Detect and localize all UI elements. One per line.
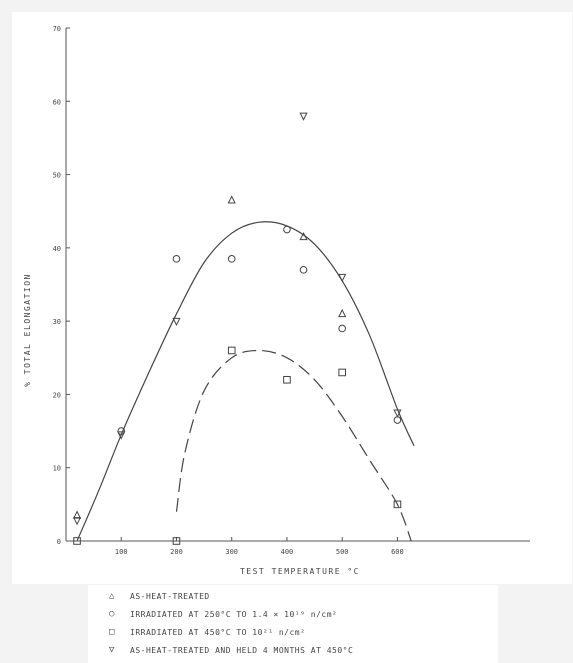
legend: △ AS-HEAT-TREATED ○ IRRADIATED AT 250°C … bbox=[88, 585, 498, 663]
triangle-down-marker bbox=[338, 273, 347, 283]
triangle-up-marker bbox=[299, 231, 308, 241]
circle-marker bbox=[299, 266, 308, 274]
triangle-up-marker bbox=[227, 195, 236, 204]
y-tick-label: 60 bbox=[53, 98, 61, 106]
legend-item: ○ IRRADIATED AT 250°C TO 1.4 × 10¹⁹ n/cm… bbox=[102, 607, 337, 621]
triangle-up-icon: △ bbox=[109, 591, 115, 601]
circle-marker bbox=[338, 324, 346, 333]
circle-marker bbox=[283, 225, 291, 234]
legend-label: IRRADIATED AT 250°C TO 1.4 × 10¹⁹ n/cm² bbox=[130, 609, 338, 619]
y-tick-label: 20 bbox=[53, 391, 61, 399]
triangle-down-icon: ▽ bbox=[109, 645, 115, 655]
legend-label: AS-HEAT-TREATED bbox=[130, 591, 210, 601]
x-tick-label: 400 bbox=[281, 548, 294, 556]
legend-item: ▽ AS-HEAT-TREATED AND HELD 4 MONTHS AT 4… bbox=[102, 643, 353, 657]
triangle-up-marker bbox=[338, 308, 347, 318]
legend-item: □ IRRADIATED AT 450°C TO 10²¹ n/cm² bbox=[102, 625, 305, 639]
y-tick-label: 10 bbox=[53, 465, 61, 473]
triangle-down-marker bbox=[172, 317, 181, 327]
square-marker bbox=[393, 500, 402, 509]
square-marker bbox=[73, 537, 81, 545]
circle-marker bbox=[117, 427, 126, 435]
legend-item: △ AS-HEAT-TREATED bbox=[102, 589, 210, 603]
circle-marker bbox=[227, 255, 236, 263]
x-tick-label: 200 bbox=[170, 548, 183, 556]
square-icon: □ bbox=[109, 627, 115, 637]
triangle-down-marker bbox=[299, 112, 308, 121]
x-axis-label: TEST TEMPERATURE °C bbox=[240, 567, 360, 576]
circle-marker bbox=[172, 255, 181, 263]
y-tick-label: 30 bbox=[53, 318, 61, 326]
y-tick-label: 0 bbox=[57, 538, 61, 546]
x-tick-label: 500 bbox=[336, 548, 349, 556]
y-tick-label: 70 bbox=[53, 25, 61, 33]
square-marker bbox=[172, 537, 181, 545]
triangle-down-marker bbox=[393, 409, 402, 418]
y-tick-label: 50 bbox=[53, 172, 61, 180]
axes: 0 10 20 30 40 50 60 70 100 200 300 400 500 600 bbox=[53, 25, 530, 556]
circle-icon: ○ bbox=[109, 609, 115, 619]
y-axis-label: % TOTAL ELONGATION bbox=[23, 273, 32, 387]
dashed-curve bbox=[175, 349, 412, 542]
x-tick-label: 100 bbox=[115, 548, 128, 556]
triangle-down-marker bbox=[117, 431, 126, 440]
square-marker bbox=[227, 346, 236, 355]
solid-curve bbox=[76, 221, 415, 542]
data-points bbox=[72, 112, 402, 545]
legend-label: IRRADIATED AT 450°C TO 10²¹ n/cm² bbox=[130, 627, 306, 637]
square-marker bbox=[283, 375, 291, 384]
x-tick-label: 300 bbox=[225, 548, 238, 556]
square-marker bbox=[338, 368, 346, 377]
fitted-curves bbox=[76, 221, 415, 542]
legend-label: AS-HEAT-TREATED AND HELD 4 MONTHS AT 450… bbox=[130, 645, 354, 655]
x-tick-label: 600 bbox=[391, 548, 404, 556]
y-tick-label: 40 bbox=[53, 245, 61, 253]
triangle-down-marker bbox=[72, 517, 82, 526]
elongation-chart: 0 10 20 30 40 50 60 70 100 200 300 400 500 600 TEST T… bbox=[12, 12, 572, 584]
